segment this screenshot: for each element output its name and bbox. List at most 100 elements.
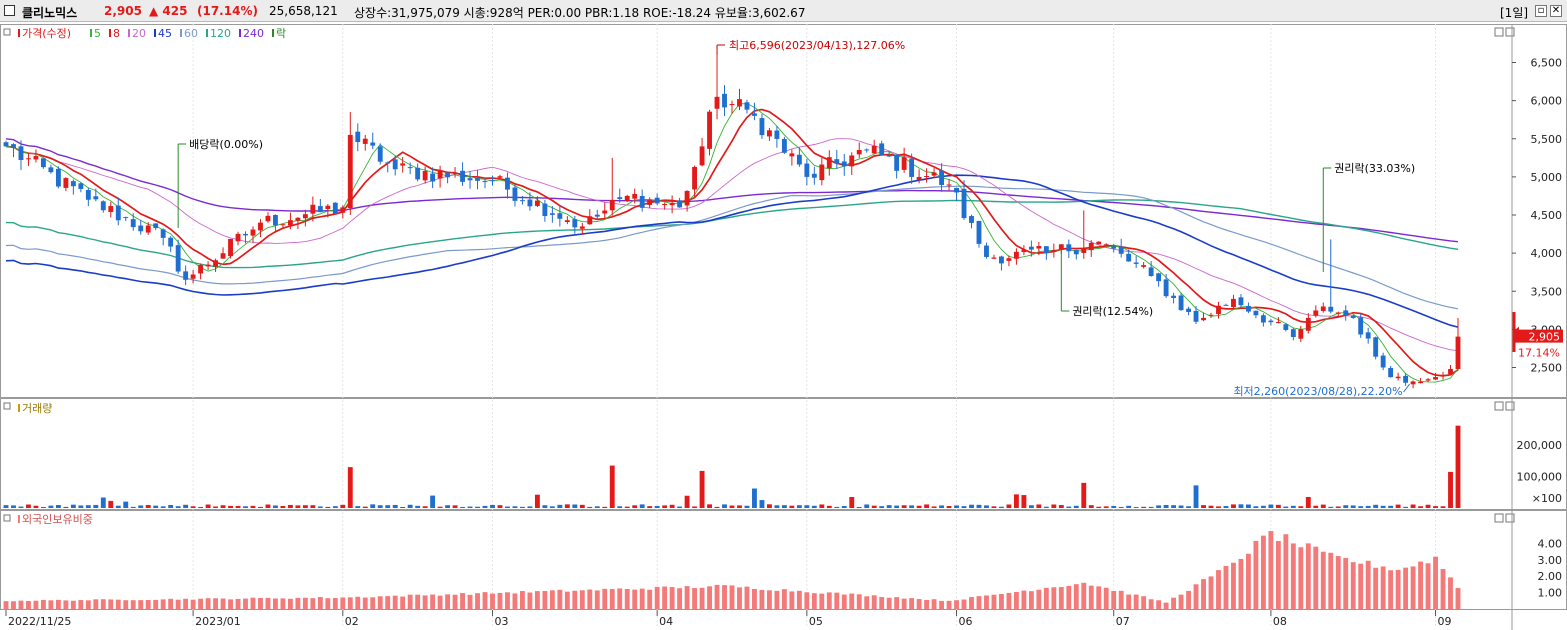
candle-body (774, 130, 780, 139)
candle-body (811, 173, 817, 178)
volume-bar (422, 506, 428, 508)
volume-bar (11, 505, 16, 508)
foreign-ratio-bar (392, 595, 398, 609)
volume-bar (33, 505, 39, 508)
rights-annotation: 권리락(12.54%) (1072, 305, 1153, 318)
select-checkbox[interactable] (4, 5, 15, 16)
legend-swatch (272, 29, 274, 37)
volume-bar (265, 504, 271, 508)
candle-body (430, 173, 436, 182)
volume-bar (894, 505, 900, 508)
candle-body (624, 195, 630, 202)
foreign-ratio-bar (145, 600, 151, 609)
volume-bar (1425, 504, 1431, 508)
close-icon[interactable]: ✕ (1550, 5, 1562, 17)
restore-icon[interactable]: ▫ (1535, 5, 1547, 17)
foreign-ratio-bar (1148, 599, 1154, 609)
foreign-ratio-bar (924, 599, 930, 609)
volume-bar (1305, 496, 1311, 508)
date-tick-label: 06 (959, 615, 973, 628)
candle-body (325, 205, 331, 210)
legend-item: 45 (158, 27, 172, 40)
candle-body (1081, 248, 1087, 253)
volume-bar (542, 505, 548, 508)
volume-bar (527, 506, 533, 508)
close-icon (1505, 27, 1515, 37)
period-selector[interactable]: [1일] (1500, 6, 1529, 20)
stock-chart: 6,5006,0005,5005,0004,5004,0003,5003,000… (0, 24, 1567, 630)
volume-bar (901, 505, 907, 508)
volume-tick-label: 200,000 (1517, 439, 1563, 452)
foreign-ratio-bar (669, 587, 675, 609)
candle-body (692, 166, 698, 190)
legend-item: 60 (184, 27, 198, 40)
foreign-ratio-bar (63, 600, 69, 609)
foreign-ratio-bar (1440, 569, 1446, 609)
foreign-ratio-bar (78, 600, 84, 609)
foreign-ratio-bar (1283, 534, 1289, 609)
volume-bar (1066, 506, 1072, 508)
foreign-tick-label: 2.00 (1538, 570, 1563, 583)
volume-bar (243, 506, 248, 508)
foreign-ratio-bar (205, 598, 211, 609)
volume-bar (841, 506, 847, 508)
volume-bar (1388, 505, 1394, 508)
foreign-ratio-bar (452, 594, 458, 609)
candle-body (1058, 244, 1064, 250)
volume-bar (183, 504, 189, 508)
candle-body (729, 104, 735, 106)
volume-bar (774, 505, 780, 508)
foreign-ratio-bar (490, 593, 495, 609)
foreign-tick-label: 3.00 (1538, 554, 1563, 567)
price-tick-label: 2,500 (1531, 362, 1563, 375)
foreign-ratio-bar (1036, 589, 1042, 609)
candle-body (175, 245, 181, 272)
foreign-ratio-bar (1380, 566, 1386, 609)
candle-body (407, 167, 413, 169)
volume-bar (879, 506, 885, 508)
legend-swatch (206, 29, 208, 37)
volume-bar (549, 506, 555, 508)
candle-body (961, 188, 967, 219)
foreign-ratio-bar (624, 589, 630, 609)
volume-bar (1156, 505, 1162, 508)
volume-bar (1418, 506, 1424, 508)
candle-body (752, 113, 757, 116)
foreign-ratio-bar (1186, 590, 1191, 609)
foreign-ratio-bar (183, 598, 189, 609)
candle-body (534, 200, 540, 206)
candle-body (1051, 250, 1057, 252)
volume-bar (609, 465, 615, 508)
candle-body (505, 177, 510, 190)
foreign-ratio-bar (108, 599, 114, 609)
candle-body (482, 181, 488, 183)
candle-body (295, 217, 301, 221)
last-price-box (1513, 329, 1563, 343)
foreign-tick-label: 4.00 (1538, 537, 1563, 550)
candle-body (243, 233, 248, 236)
foreign-ratio-bar (819, 593, 825, 609)
volume-bar (999, 506, 1004, 508)
volume-bar (1298, 506, 1304, 508)
foreign-ratio-bar (939, 600, 944, 609)
foreign-ratio-bar (692, 588, 698, 609)
foreign-ratio-bar (1388, 570, 1394, 609)
candle-body (662, 203, 668, 206)
candle-body (1171, 295, 1177, 298)
volume-bar (258, 506, 263, 508)
volume-bar (1006, 504, 1012, 508)
volume-bar (849, 496, 855, 508)
candle-body (1216, 305, 1221, 315)
foreign-ratio-bar (1305, 543, 1311, 609)
candle-body (722, 93, 727, 108)
foreign-ratio-bar (243, 598, 248, 609)
candle-body (901, 157, 907, 170)
candle-body (572, 219, 578, 228)
foreign-ratio-bar (789, 591, 795, 609)
candle-body (1201, 317, 1206, 321)
volume-bar (130, 506, 136, 508)
foreign-ratio-bar (123, 600, 129, 609)
candle-body (1313, 310, 1319, 316)
foreign-ratio-bar (340, 597, 346, 609)
volume-bar (63, 506, 69, 508)
